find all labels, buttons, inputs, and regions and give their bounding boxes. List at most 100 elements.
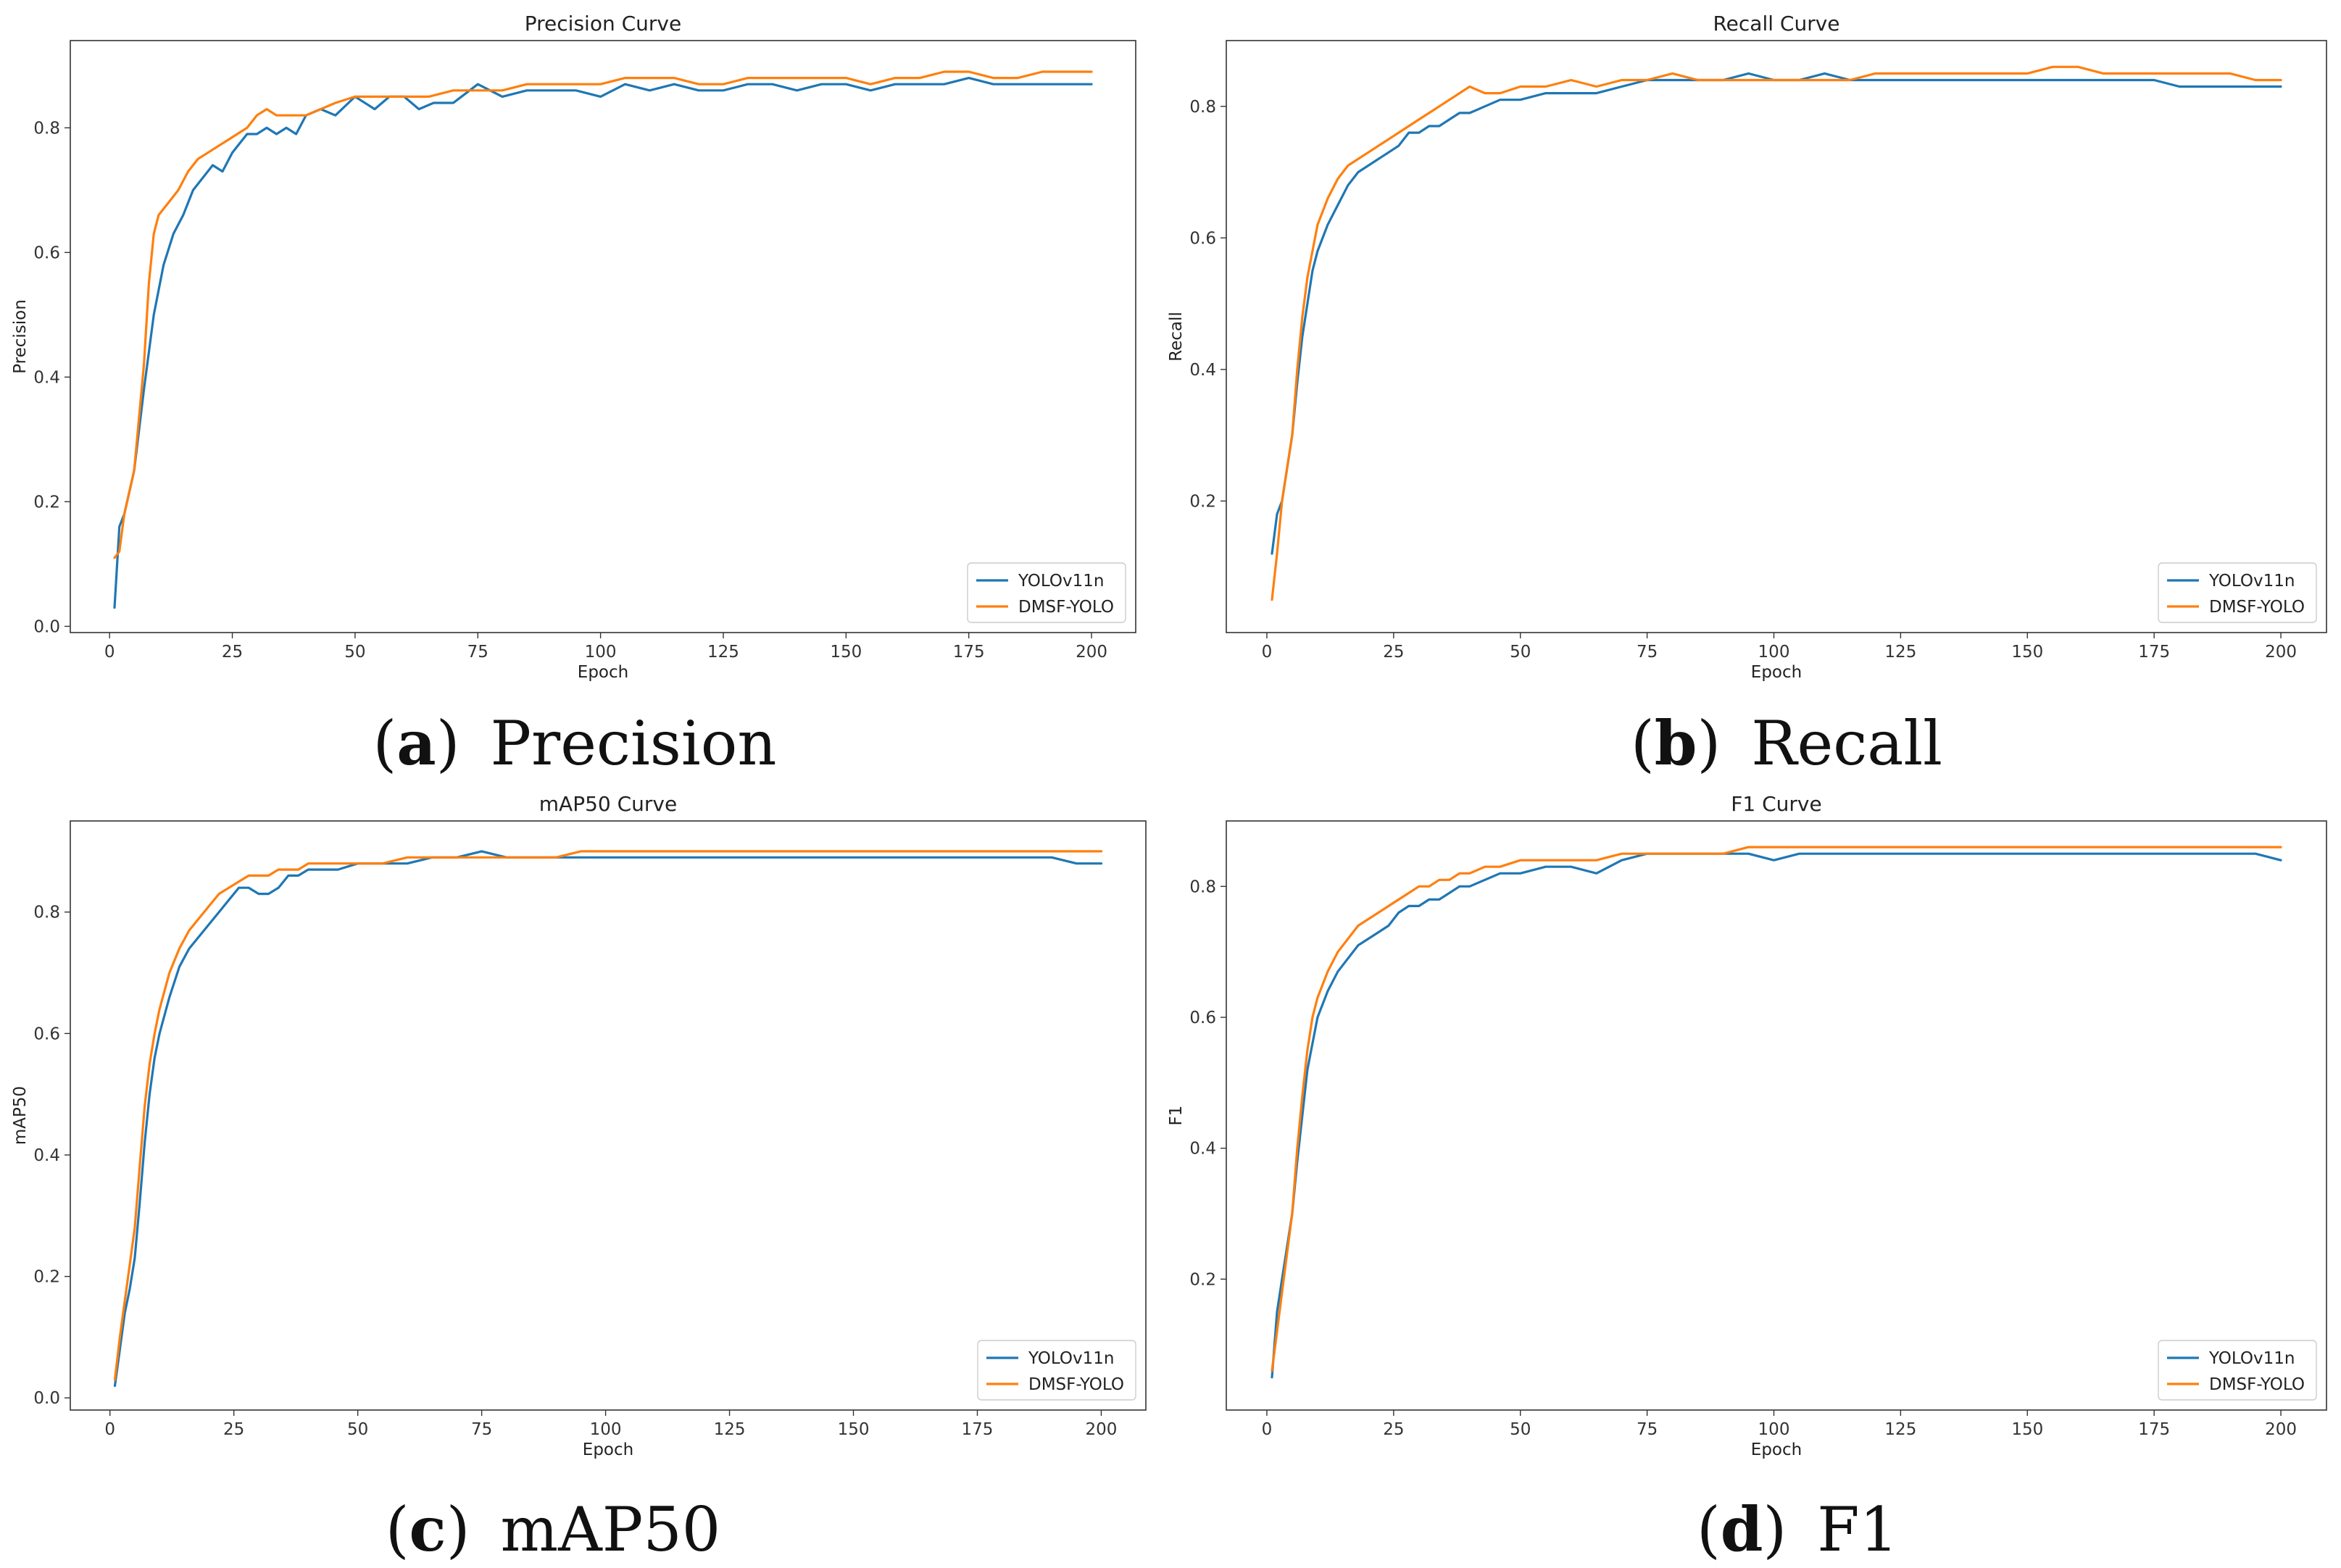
y-tick-label: 0.4 bbox=[33, 368, 60, 387]
chart-title-recall: Recall Curve bbox=[1713, 12, 1839, 36]
x-tick-label: 150 bbox=[2011, 1420, 2043, 1439]
series-line-dmsf-yolo-precision bbox=[113, 70, 1093, 559]
x-tick-label: 200 bbox=[2265, 643, 2297, 662]
x-tick-label: 50 bbox=[1510, 1420, 1531, 1439]
x-tick-label: 50 bbox=[344, 643, 365, 662]
axes-frame-recall bbox=[1226, 40, 2327, 633]
x-tick-label: 25 bbox=[1383, 1420, 1404, 1439]
caption-letter: d bbox=[1721, 1493, 1763, 1565]
y-tick-label: 0.6 bbox=[1189, 1009, 1216, 1027]
panel-recall: Recall Curve 0 25 50 75 100 125 150 175 200 0.2 0.4… bbox=[1167, 12, 2327, 779]
caption-paren-close: ) bbox=[436, 708, 460, 779]
x-tick-label: 100 bbox=[590, 1420, 622, 1439]
x-tick-label: 75 bbox=[1637, 643, 1658, 662]
x-tick-label: 100 bbox=[1758, 643, 1790, 662]
series-line-yolov11n-map50 bbox=[113, 850, 1103, 1388]
legend-label-yolov11n: YOLOv11n bbox=[2208, 572, 2295, 591]
chart-title-f1: F1 Curve bbox=[1731, 792, 1821, 816]
legend-label-dmsf-yolo: DMSF-YOLO bbox=[2209, 1375, 2305, 1394]
x-tick-label: 75 bbox=[471, 1420, 492, 1439]
x-tick-label: 25 bbox=[222, 643, 243, 662]
legend-label-yolov11n: YOLOv11n bbox=[1028, 1349, 1114, 1368]
y-tick-label: 0.6 bbox=[33, 1025, 60, 1043]
caption-recall: (b) Recall bbox=[1631, 707, 1942, 779]
chart-title-precision: Precision Curve bbox=[525, 12, 681, 36]
caption-paren-close: ) bbox=[1763, 1494, 1787, 1565]
x-tick-label: 150 bbox=[838, 1420, 870, 1439]
x-tick-label: 75 bbox=[1637, 1420, 1658, 1439]
legend-label-dmsf-yolo: DMSF-YOLO bbox=[1018, 598, 1114, 617]
x-axis-label-precision: Epoch bbox=[578, 663, 628, 682]
caption-paren-close: ) bbox=[1697, 708, 1721, 779]
caption-paren-close: ) bbox=[446, 1494, 470, 1565]
axes-frame-f1 bbox=[1226, 820, 2327, 1411]
series-line-dmsf-yolo-f1 bbox=[1271, 846, 2282, 1372]
x-tick-label: 50 bbox=[1510, 643, 1531, 662]
series-line-yolov11n-precision bbox=[113, 76, 1093, 609]
y-tick-label: 0.4 bbox=[1189, 361, 1216, 380]
x-tick-label: 0 bbox=[104, 643, 115, 662]
legend-precision: YOLOv11n DMSF-YOLO bbox=[967, 562, 1126, 623]
y-tick-label: 0.8 bbox=[1189, 98, 1216, 117]
caption-text: Precision bbox=[491, 708, 777, 779]
x-tick-label: 150 bbox=[2011, 643, 2043, 662]
legend-label-yolov11n: YOLOv11n bbox=[2208, 1349, 2295, 1368]
y-tick-label: 0.2 bbox=[1189, 1270, 1216, 1289]
caption-f1: (d) F1 bbox=[1697, 1493, 1898, 1565]
x-tick-label: 100 bbox=[585, 643, 617, 662]
x-tick-label: 50 bbox=[347, 1420, 368, 1439]
caption-letter: a bbox=[396, 707, 436, 779]
x-tick-label: 0 bbox=[1262, 1420, 1273, 1439]
caption-paren-open: ( bbox=[1697, 1494, 1721, 1565]
caption-precision: (a) Precision bbox=[373, 707, 777, 779]
series-line-dmsf-yolo-map50 bbox=[113, 850, 1103, 1381]
caption-letter: b bbox=[1655, 707, 1697, 779]
series-line-yolov11n-recall bbox=[1271, 72, 2282, 555]
y-tick-label: 0.0 bbox=[33, 617, 60, 636]
legend-recall: YOLOv11n DMSF-YOLO bbox=[2158, 562, 2317, 623]
legend-label-dmsf-yolo: DMSF-YOLO bbox=[2209, 598, 2305, 617]
caption-paren-open: ( bbox=[1631, 708, 1655, 779]
y-tick-label: 0.8 bbox=[1189, 877, 1216, 896]
legend-f1: YOLOv11n DMSF-YOLO bbox=[2158, 1340, 2317, 1401]
y-tick-label: 0.4 bbox=[1189, 1140, 1216, 1159]
y-tick-label: 0.4 bbox=[33, 1146, 60, 1165]
series-line-yolov11n-f1 bbox=[1271, 852, 2282, 1379]
x-tick-label: 175 bbox=[953, 643, 985, 662]
axes-frame-map50 bbox=[70, 820, 1147, 1411]
legend-label-dmsf-yolo: DMSF-YOLO bbox=[1028, 1375, 1124, 1394]
x-tick-label: 200 bbox=[1085, 1420, 1117, 1439]
legend-label-yolov11n: YOLOv11n bbox=[1018, 572, 1104, 591]
x-tick-label: 0 bbox=[104, 1420, 115, 1439]
y-tick-label: 0.6 bbox=[33, 243, 60, 262]
x-tick-label: 125 bbox=[714, 1420, 746, 1439]
caption-text: mAP50 bbox=[500, 1494, 720, 1565]
x-tick-label: 150 bbox=[830, 643, 862, 662]
y-axis-label-precision: Precision bbox=[11, 299, 30, 374]
y-axis-label-recall: Recall bbox=[1167, 312, 1186, 362]
y-tick-label: 0.2 bbox=[1189, 492, 1216, 511]
panel-f1: F1 Curve 0 25 50 75 100 125 150 175 200 0.2 0.4 0.6 0… bbox=[1167, 792, 2327, 1565]
x-tick-label: 175 bbox=[2138, 643, 2170, 662]
legend-map50: YOLOv11n DMSF-YOLO bbox=[977, 1340, 1136, 1401]
caption-text: Recall bbox=[1751, 708, 1942, 779]
x-tick-label: 100 bbox=[1758, 1420, 1790, 1439]
x-tick-label: 175 bbox=[2138, 1420, 2170, 1439]
caption-map50: (c) mAP50 bbox=[386, 1493, 720, 1565]
x-tick-label: 200 bbox=[2265, 1420, 2297, 1439]
y-tick-label: 0.8 bbox=[33, 904, 60, 922]
x-tick-label: 175 bbox=[962, 1420, 994, 1439]
x-tick-label: 75 bbox=[467, 643, 488, 662]
y-tick-label: 0.0 bbox=[33, 1389, 60, 1408]
panel-map50: mAP50 Curve 0 25 50 75 100 125 150 175 200 0.0 0.2 0… bbox=[11, 792, 1147, 1565]
caption-paren-open: ( bbox=[386, 1494, 409, 1565]
panel-precision: Precision Curve 0 25 50 75 100 125 150 175 200 0.0… bbox=[11, 12, 1136, 779]
x-tick-label: 125 bbox=[707, 643, 739, 662]
y-tick-label: 0.2 bbox=[33, 1268, 60, 1287]
x-tick-label: 125 bbox=[1884, 1420, 1916, 1439]
x-tick-label: 0 bbox=[1262, 643, 1273, 662]
caption-letter: c bbox=[409, 1493, 446, 1565]
y-tick-label: 0.6 bbox=[1189, 229, 1216, 248]
